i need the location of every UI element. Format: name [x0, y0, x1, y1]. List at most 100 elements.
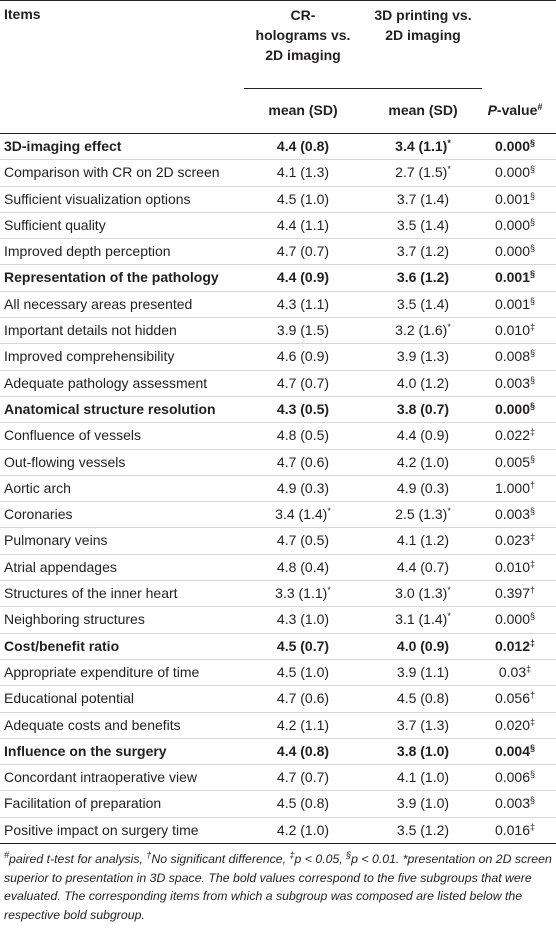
value-cell: 0.016‡ [457, 821, 556, 839]
value-cell: 0.000§ [457, 610, 556, 628]
value-cell: 3.1 (1.4)* [365, 610, 481, 628]
item-cell: Aortic arch [4, 479, 71, 497]
footnote-symbol: # [4, 850, 10, 860]
cell-text: 0.010 [494, 558, 531, 575]
cell-text: 4.7 (0.7) [276, 243, 330, 260]
cell-text: 0.397 [494, 585, 531, 602]
pvalue-header: P-value# [475, 101, 555, 119]
value-cell: 4.2 (1.0) [245, 821, 361, 839]
row-rule [0, 474, 556, 476]
row-rule [0, 211, 556, 213]
cell-text: 4.5 (0.8) [276, 795, 330, 812]
value-cell: 4.5 (0.8) [245, 794, 361, 812]
footnote-symbol: ‡ [289, 850, 295, 860]
cell-text: 3.7 (1.4) [396, 190, 450, 207]
cell-text: Adequate pathology assessment [4, 374, 208, 391]
cell-text: 0.000 [494, 611, 531, 628]
cell-sup: § [530, 742, 536, 753]
item-cell: Improved comprehensibility [4, 347, 174, 365]
value-cell: 0.056† [457, 689, 556, 707]
value-cell: 3.5 (1.4) [365, 295, 481, 313]
cell-sup: † [530, 690, 536, 701]
cell-sup: § [530, 795, 536, 806]
cell-text: 4.7 (0.7) [276, 374, 330, 391]
cell-text: 1.000 [494, 479, 531, 496]
cell-sup: § [530, 400, 536, 411]
row-rule [0, 790, 556, 792]
value-cell: 4.5 (0.8) [365, 689, 481, 707]
cell-text: 0.000 [494, 138, 531, 154]
value-cell: 4.5 (0.7) [245, 637, 361, 655]
row-rule [0, 501, 556, 503]
cell-text: Coronaries [4, 506, 73, 523]
cell-text: 2.5 (1.3) [395, 506, 448, 523]
cell-text: 3.1 (1.4) [395, 611, 448, 628]
cell-text: 3.7 (1.3) [396, 716, 450, 733]
item-cell: All necessary areas presented [4, 295, 192, 313]
value-cell: 0.020‡ [457, 716, 556, 734]
value-cell: 0.003§ [457, 794, 556, 812]
value-cell: 3.7 (1.4) [365, 190, 481, 208]
cell-text: 2.7 (1.5) [395, 164, 448, 181]
value-cell: 4.7 (0.6) [245, 689, 361, 707]
footnote: #paired t-test for analysis, †No signifi… [4, 850, 552, 924]
header-line: 2D imaging [265, 47, 341, 63]
value-cell: 0.004§ [457, 742, 556, 760]
cell-text: 3.9 (1.0) [396, 795, 450, 812]
value-cell: 4.7 (0.7) [245, 768, 361, 786]
value-cell: 3.0 (1.3)* [365, 584, 481, 602]
value-cell: 4.4 (1.1) [245, 216, 361, 234]
row-rule [0, 711, 556, 713]
value-cell: 3.4 (1.1)* [365, 137, 481, 155]
cell-sup: § [530, 611, 536, 622]
cell-sup: ‡ [530, 716, 536, 727]
value-cell: 0.010‡ [457, 558, 556, 576]
cell-text: 0.000 [494, 164, 531, 181]
row-rule [0, 369, 556, 371]
column-header: 3D printing vs. 2D imaging [365, 5, 481, 45]
item-cell: Sufficient visualization options [4, 190, 191, 208]
cell-text: 3.5 (1.4) [396, 216, 450, 233]
cell-text: 4.5 (0.8) [396, 690, 450, 707]
footnote-text: No significant difference, [151, 852, 290, 866]
cell-text: Cost/benefit ratio [4, 637, 120, 654]
cell-text: 0.023 [494, 532, 531, 549]
value-cell: 4.9 (0.3) [365, 479, 481, 497]
cell-text: 0.001 [494, 269, 531, 286]
value-cell: 3.7 (1.2) [365, 242, 481, 260]
value-cell: 4.6 (0.9) [245, 347, 361, 365]
item-cell: Improved depth perception [4, 242, 171, 260]
cell-text: 4.4 (0.7) [396, 558, 450, 575]
value-cell: 3.3 (1.1)* [245, 584, 361, 602]
cell-text: 4.4 (0.9) [276, 269, 330, 286]
cell-text: 4.0 (0.9) [396, 637, 450, 654]
row-rule [0, 764, 556, 766]
cell-text: 4.0 (1.2) [396, 374, 450, 391]
cell-text: 3.4 (1.4) [275, 506, 328, 523]
cell-sup: ‡ [530, 322, 536, 333]
cell-sup: † [530, 479, 536, 490]
cell-text: Comparison with CR on 2D screen [4, 164, 220, 181]
value-cell: 0.000§ [457, 216, 556, 234]
value-cell: 3.8 (0.7) [365, 400, 481, 418]
cell-text: 0.016 [494, 821, 531, 838]
value-cell: 4.7 (0.7) [245, 242, 361, 260]
pvalue-text: -value [496, 102, 538, 118]
cell-sup: * [447, 585, 451, 596]
row-rule [0, 658, 556, 660]
cell-text: 3D-imaging effect [4, 138, 122, 154]
cell-text: 0.001 [494, 190, 531, 207]
cell-text: 3.9 (1.1) [396, 663, 450, 680]
cell-sup: * [327, 585, 331, 596]
cell-text: Confluence of vessels [4, 427, 141, 444]
cell-sup: * [447, 611, 451, 622]
value-cell: 4.7 (0.5) [245, 531, 361, 549]
cell-sup: § [530, 216, 536, 227]
cell-sup: * [327, 506, 331, 517]
cell-text: 0.000 [494, 400, 531, 417]
item-cell: Influence on the surgery [4, 742, 167, 760]
cell-text: 4.3 (0.5) [276, 400, 330, 417]
item-cell: Appropriate expenditure of time [4, 663, 199, 681]
cell-sup: § [530, 190, 536, 201]
cell-text: 0.003 [494, 374, 531, 391]
